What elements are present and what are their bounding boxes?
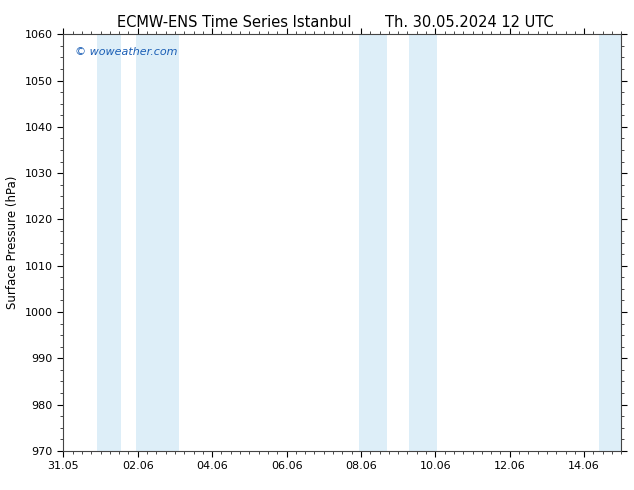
Text: Th. 30.05.2024 12 UTC: Th. 30.05.2024 12 UTC (385, 15, 553, 30)
Y-axis label: Surface Pressure (hPa): Surface Pressure (hPa) (6, 176, 19, 309)
Bar (97, 34, 121, 451)
Bar (359, 34, 387, 451)
Text: ECMW-ENS Time Series Istanbul: ECMW-ENS Time Series Istanbul (117, 15, 352, 30)
Bar (599, 34, 621, 451)
Text: © woweather.com: © woweather.com (75, 47, 177, 57)
Bar (136, 34, 179, 451)
Bar (410, 34, 437, 451)
